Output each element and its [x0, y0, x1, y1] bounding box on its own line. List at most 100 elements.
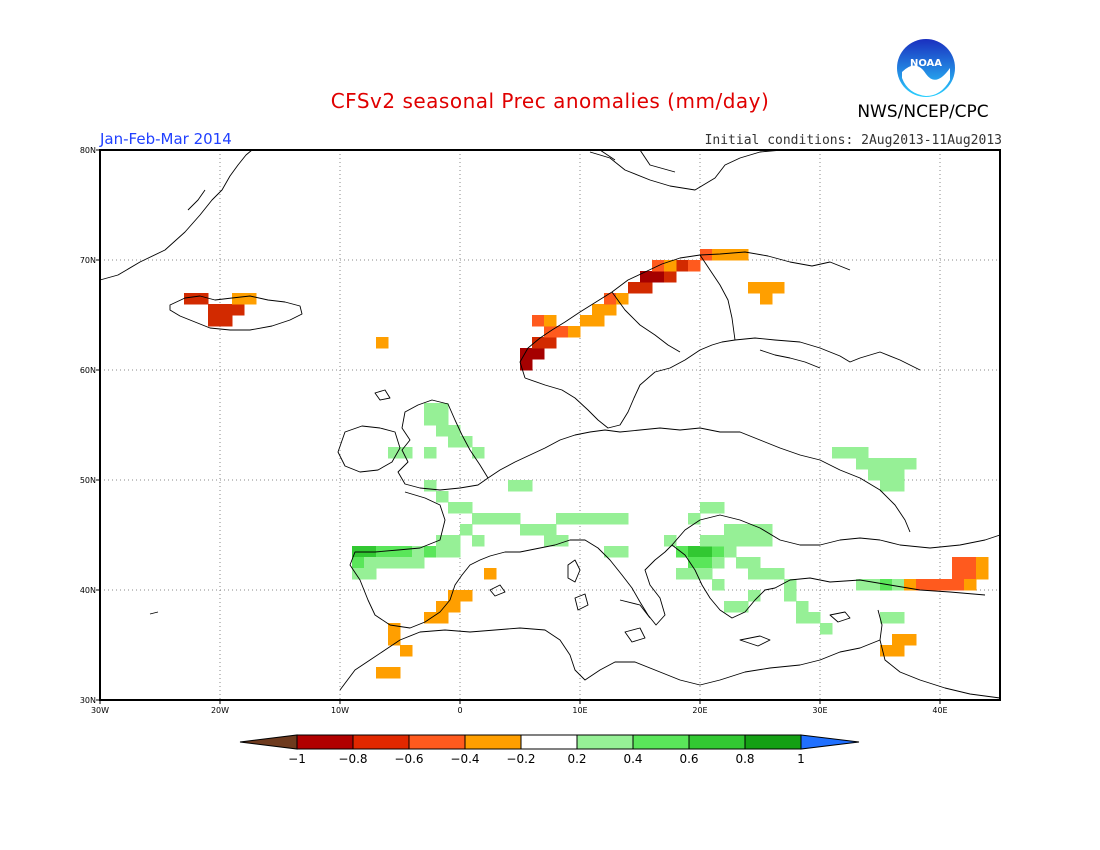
anomaly-cell: [460, 502, 473, 514]
anomaly-cell: [724, 249, 737, 261]
anomaly-cell: [448, 601, 461, 613]
anomaly-cell: [820, 623, 833, 635]
anomaly-cell: [472, 447, 485, 459]
anomaly-cell: [604, 513, 617, 525]
map-frame: [99, 149, 1001, 701]
anomaly-cell: [388, 557, 401, 569]
anomaly-cell: [700, 568, 713, 580]
anomaly-cell: [688, 513, 701, 525]
coastlines: [99, 149, 1001, 699]
anomaly-cell: [880, 645, 893, 657]
anomaly-cell: [880, 458, 893, 470]
anomaly-cell: [400, 546, 413, 558]
initial-conditions-label: Initial conditions: 2Aug2013-11Aug2013: [704, 133, 1002, 148]
anomaly-cell: [496, 513, 509, 525]
colorbar-low-arrow: [239, 734, 298, 750]
anomaly-cell: [688, 546, 701, 558]
anomaly-cell: [592, 315, 605, 327]
anomaly-cell: [448, 590, 461, 602]
colorbar-segment: [352, 734, 410, 750]
anomaly-cell: [580, 315, 593, 327]
anomaly-cell: [736, 249, 749, 261]
anomaly-cell: [448, 502, 461, 514]
anomaly-cell: [220, 315, 233, 327]
anomaly-cell: [892, 612, 905, 624]
lon-tick-label: 20W: [211, 706, 229, 715]
anomaly-cell: [616, 293, 629, 305]
anomaly-cell: [772, 282, 785, 294]
anomaly-cell: [892, 645, 905, 657]
anomaly-cell: [568, 326, 581, 338]
anomaly-cell: [892, 634, 905, 646]
anomaly-cell: [760, 524, 773, 536]
colorbar-segment: [408, 734, 466, 750]
anomaly-cell: [712, 546, 725, 558]
colorbar-label: −0.2: [506, 752, 535, 766]
anomaly-cell: [868, 458, 881, 470]
anomaly-cell: [556, 326, 569, 338]
svg-text:NOAA: NOAA: [910, 58, 942, 69]
lon-tick-label: 10E: [572, 706, 587, 715]
anomaly-cell: [580, 513, 593, 525]
colorbar-high-arrow: [800, 734, 860, 750]
anomaly-cell: [952, 568, 965, 580]
lon-tick-label: 40E: [932, 706, 947, 715]
anomaly-cell: [352, 557, 365, 569]
anomaly-cell: [556, 535, 569, 547]
anomaly-cell: [388, 546, 401, 558]
anomaly-cell: [760, 535, 773, 547]
anomaly-cell: [436, 612, 449, 624]
anomaly-cell: [892, 480, 905, 492]
anomaly-cell: [388, 447, 401, 459]
anomaly-cell: [652, 271, 665, 283]
anomaly-cell: [424, 414, 437, 426]
lat-tick-label: 30N: [80, 696, 96, 705]
anomaly-cell: [472, 513, 485, 525]
anomaly-cell: [460, 436, 473, 448]
colorbar-label: −1: [288, 752, 306, 766]
anomaly-cell: [436, 403, 449, 415]
lat-tick-label: 60N: [80, 366, 96, 375]
anomaly-cells: [184, 249, 989, 679]
anomaly-cell: [964, 579, 977, 591]
anomaly-cell: [856, 447, 869, 459]
lon-tick-label: 0: [457, 706, 462, 715]
anomaly-cell: [772, 568, 785, 580]
anomaly-cell: [460, 524, 473, 536]
anomaly-cell: [544, 524, 557, 536]
anomaly-cell: [808, 612, 821, 624]
anomaly-cell: [448, 425, 461, 437]
anomaly-cell: [748, 557, 761, 569]
anomaly-cell: [928, 579, 941, 591]
anomaly-cell: [712, 579, 725, 591]
anomaly-cell: [844, 447, 857, 459]
anomaly-cell: [892, 579, 905, 591]
anomaly-cell: [904, 458, 917, 470]
anomaly-cell: [232, 293, 245, 305]
anomaly-cell: [376, 667, 389, 679]
anomaly-cell: [892, 458, 905, 470]
map-title: CFSv2 seasonal Prec anomalies (mm/day): [330, 89, 770, 113]
anomaly-cell: [376, 337, 389, 349]
anomaly-cell: [748, 282, 761, 294]
lon-tick-label: 20E: [692, 706, 707, 715]
anomaly-cell: [688, 260, 701, 272]
anomaly-cell: [832, 447, 845, 459]
anomaly-cell: [760, 293, 773, 305]
anomaly-cell: [712, 249, 725, 261]
anomaly-cell: [400, 557, 413, 569]
anomaly-cell: [592, 304, 605, 316]
anomaly-cell: [520, 480, 533, 492]
anomaly-cell: [544, 535, 557, 547]
anomaly-cell: [208, 304, 221, 316]
anomaly-cell: [184, 293, 197, 305]
anomaly-cell: [688, 568, 701, 580]
colorbar-segment: [464, 734, 522, 750]
anomaly-cell: [748, 590, 761, 602]
anomaly-cell: [784, 590, 797, 602]
anomaly-cell: [916, 579, 929, 591]
colorbar-segment: [688, 734, 746, 750]
anomaly-cell: [712, 557, 725, 569]
colorbar-label: 0.8: [735, 752, 754, 766]
